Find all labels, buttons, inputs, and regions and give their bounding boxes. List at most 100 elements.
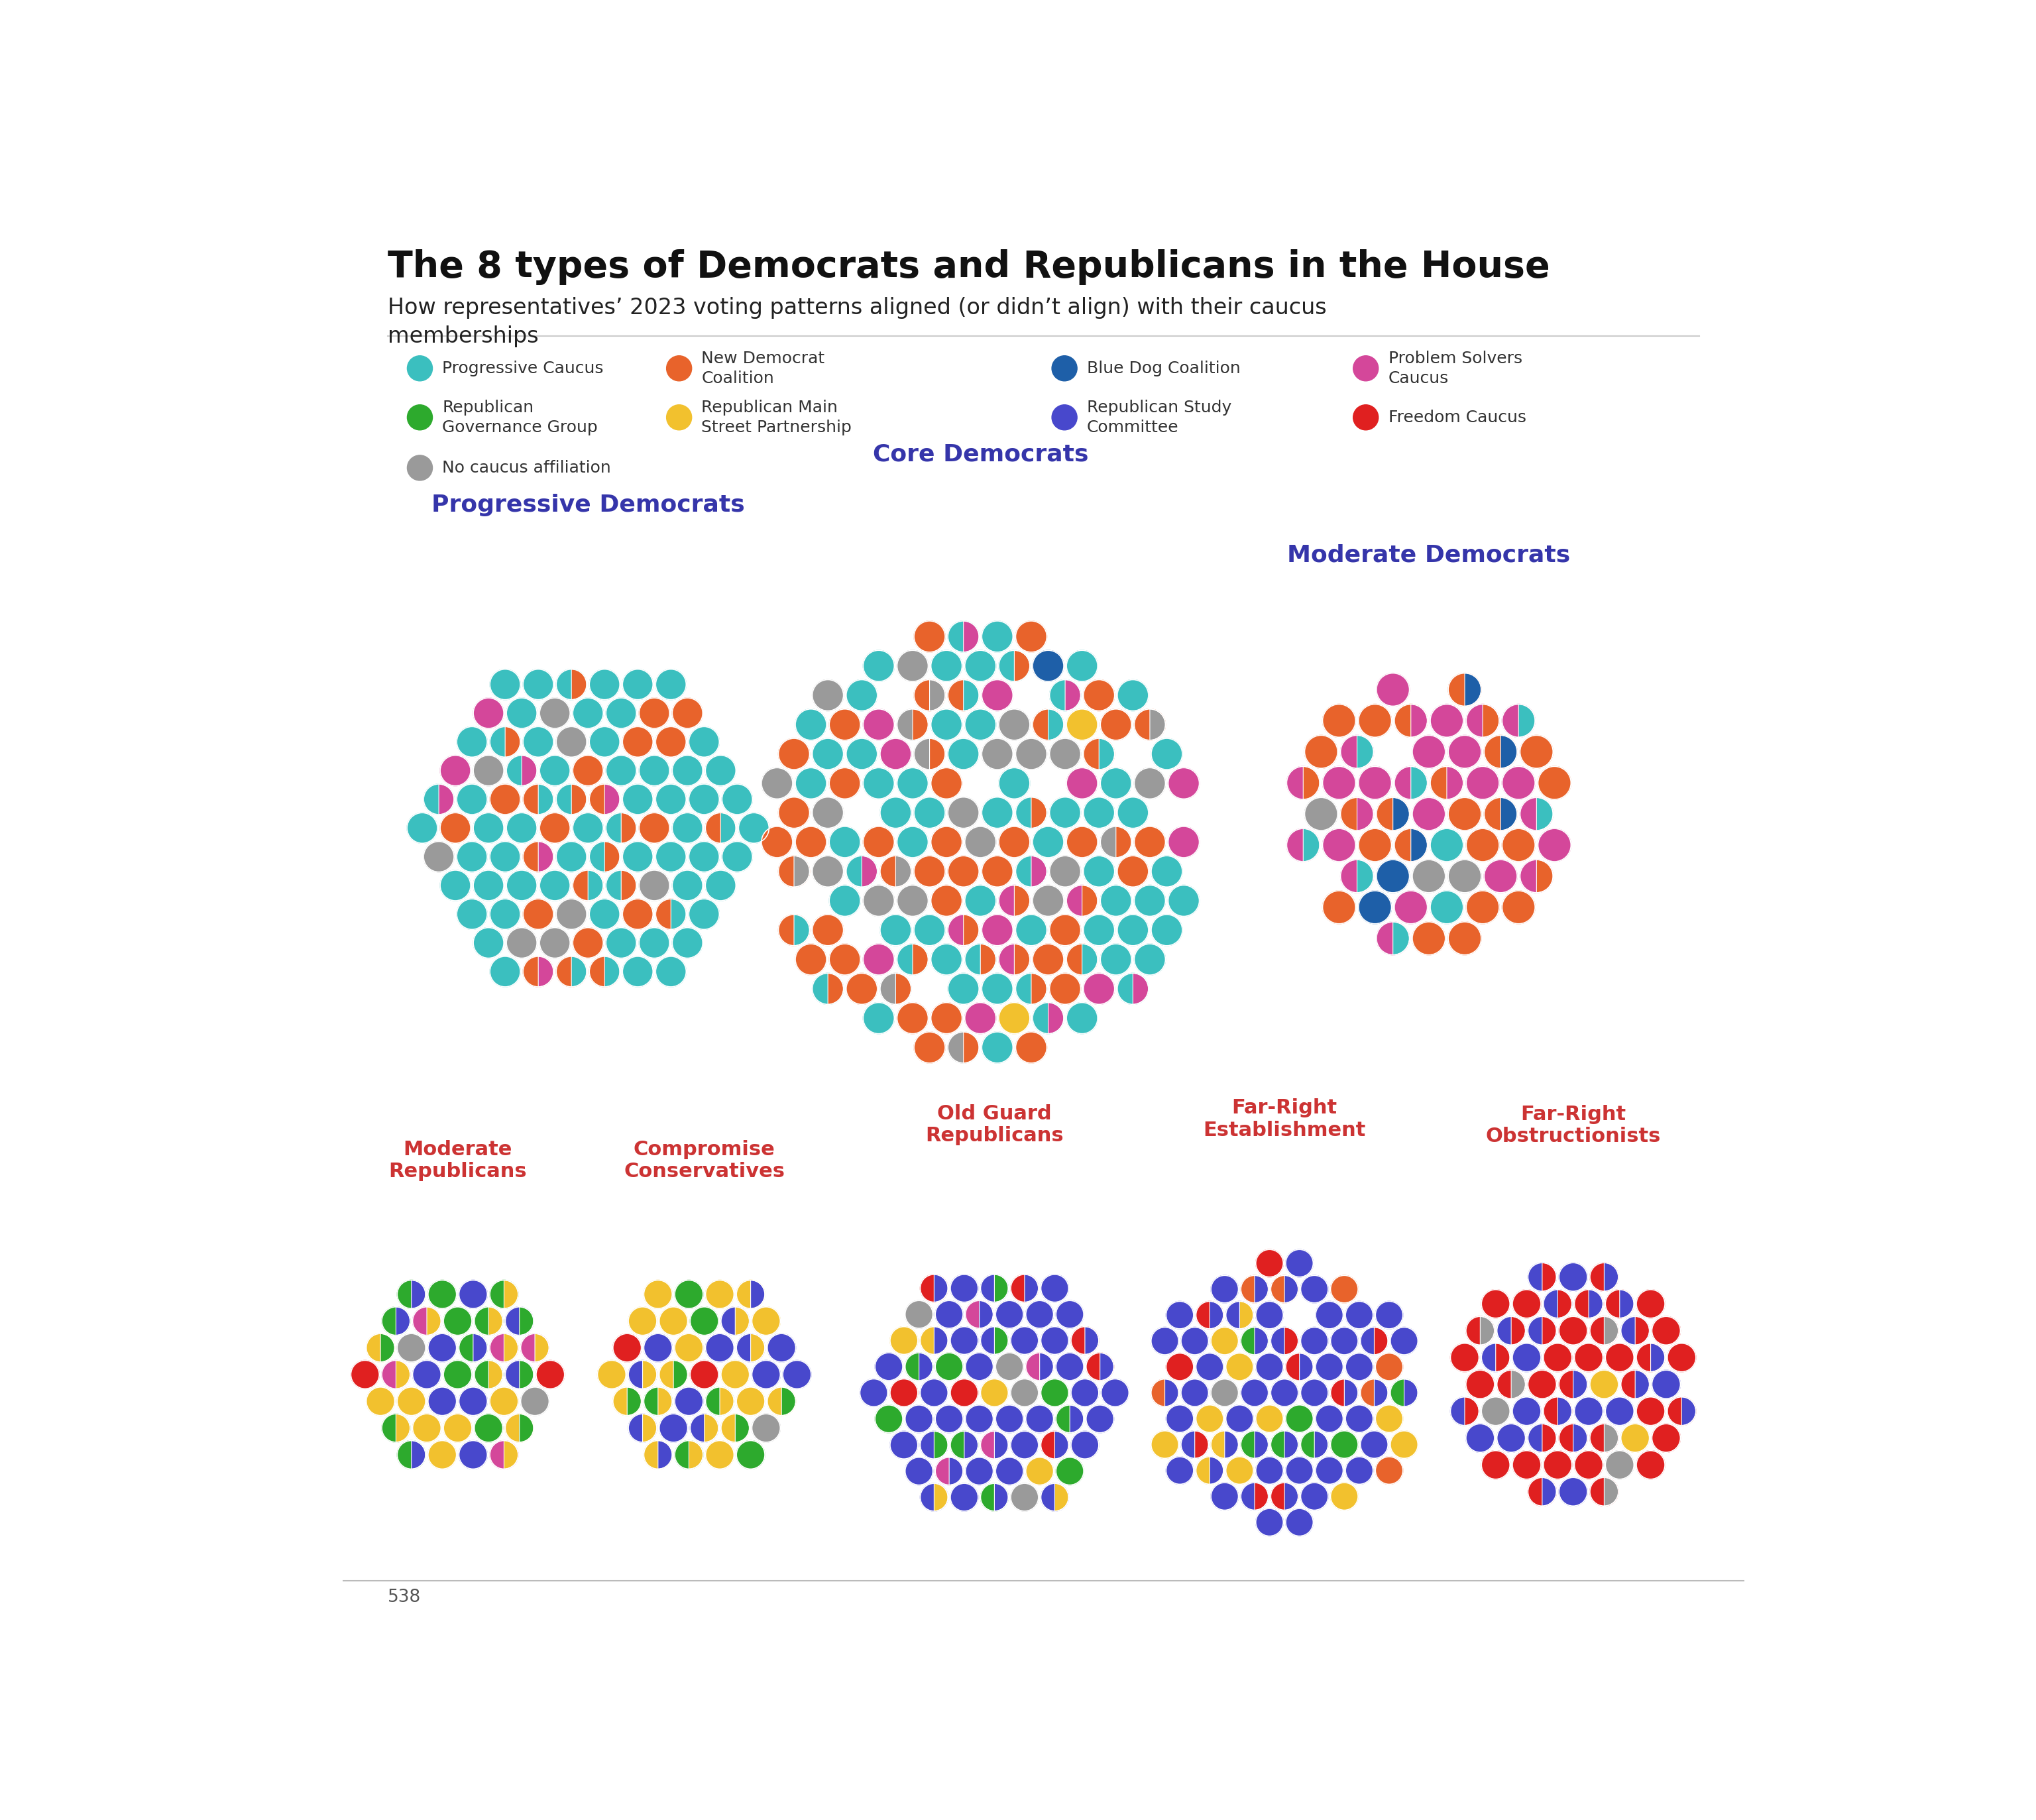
Circle shape	[1150, 855, 1183, 886]
Circle shape	[914, 797, 945, 828]
Text: Far-Right
Establishment: Far-Right Establishment	[1203, 1097, 1366, 1139]
Wedge shape	[1055, 1483, 1069, 1511]
Circle shape	[1301, 1483, 1327, 1511]
Wedge shape	[411, 1441, 426, 1469]
Circle shape	[737, 1279, 766, 1309]
Circle shape	[1621, 1370, 1649, 1398]
Circle shape	[1606, 1398, 1635, 1425]
Circle shape	[1513, 1343, 1541, 1372]
Circle shape	[920, 1327, 949, 1354]
Wedge shape	[935, 1274, 949, 1301]
Circle shape	[951, 1327, 977, 1354]
Circle shape	[906, 1301, 932, 1329]
Text: Compromise
Conservatives: Compromise Conservatives	[623, 1139, 784, 1181]
Circle shape	[1590, 1263, 1619, 1290]
Circle shape	[1323, 766, 1356, 799]
Circle shape	[1482, 1290, 1511, 1318]
Circle shape	[847, 974, 878, 1005]
Circle shape	[863, 768, 894, 799]
Wedge shape	[572, 784, 586, 815]
Circle shape	[1332, 1327, 1358, 1354]
Wedge shape	[535, 1334, 550, 1361]
Circle shape	[906, 1405, 932, 1432]
Text: Progressive Democrats: Progressive Democrats	[432, 493, 745, 517]
Circle shape	[629, 1307, 658, 1336]
Circle shape	[458, 1387, 487, 1416]
Circle shape	[761, 826, 792, 857]
Wedge shape	[721, 1387, 733, 1416]
Circle shape	[847, 679, 878, 712]
Circle shape	[1413, 735, 1446, 768]
Circle shape	[1169, 768, 1199, 799]
Circle shape	[1527, 1478, 1556, 1505]
Circle shape	[1032, 710, 1063, 741]
Wedge shape	[538, 784, 554, 815]
Circle shape	[1256, 1301, 1283, 1329]
Text: Far-Right
Obstructionists: Far-Right Obstructionists	[1486, 1105, 1661, 1147]
Circle shape	[1574, 1343, 1602, 1372]
Circle shape	[540, 697, 570, 728]
Circle shape	[407, 404, 432, 430]
Circle shape	[1667, 1398, 1696, 1425]
Circle shape	[914, 739, 945, 770]
Circle shape	[507, 870, 538, 901]
Wedge shape	[1195, 1431, 1209, 1458]
Circle shape	[1606, 1343, 1635, 1372]
Circle shape	[914, 914, 945, 946]
Circle shape	[812, 855, 843, 886]
Circle shape	[623, 784, 654, 815]
Circle shape	[523, 784, 554, 815]
Circle shape	[623, 899, 654, 930]
Wedge shape	[621, 870, 637, 901]
Circle shape	[660, 1307, 688, 1336]
Circle shape	[507, 755, 538, 786]
Circle shape	[474, 1360, 503, 1389]
Circle shape	[1391, 1380, 1417, 1407]
Circle shape	[981, 1032, 1014, 1063]
Wedge shape	[1682, 1398, 1696, 1425]
Wedge shape	[440, 784, 454, 815]
Wedge shape	[643, 1414, 658, 1441]
Circle shape	[556, 899, 586, 930]
Circle shape	[1376, 1301, 1403, 1329]
Circle shape	[1376, 1352, 1403, 1381]
Circle shape	[1211, 1431, 1238, 1458]
Circle shape	[1340, 735, 1374, 768]
Circle shape	[1169, 885, 1199, 915]
Circle shape	[1527, 1316, 1556, 1345]
Circle shape	[607, 928, 637, 957]
Circle shape	[751, 1307, 780, 1336]
Circle shape	[704, 755, 735, 786]
Circle shape	[1513, 1398, 1541, 1425]
Circle shape	[996, 1301, 1024, 1329]
Circle shape	[1391, 1431, 1417, 1458]
Wedge shape	[1065, 679, 1081, 712]
Circle shape	[1167, 1301, 1193, 1329]
Circle shape	[540, 870, 570, 901]
Circle shape	[1332, 1276, 1358, 1303]
Circle shape	[949, 621, 979, 652]
Circle shape	[1167, 1405, 1193, 1432]
Circle shape	[397, 1387, 426, 1416]
Circle shape	[366, 1387, 395, 1416]
Circle shape	[1016, 797, 1047, 828]
Circle shape	[1574, 1290, 1602, 1318]
Wedge shape	[1511, 1370, 1525, 1398]
Wedge shape	[1085, 1327, 1099, 1354]
Circle shape	[951, 1431, 977, 1460]
Wedge shape	[1511, 1316, 1525, 1345]
Circle shape	[1016, 621, 1047, 652]
Circle shape	[535, 1360, 564, 1389]
Wedge shape	[1621, 1290, 1635, 1318]
Circle shape	[623, 956, 654, 986]
Circle shape	[880, 974, 912, 1005]
Circle shape	[812, 797, 843, 828]
Circle shape	[1067, 945, 1097, 976]
Circle shape	[1071, 1327, 1099, 1354]
Circle shape	[898, 1003, 928, 1034]
Circle shape	[688, 899, 719, 930]
Circle shape	[1067, 885, 1097, 915]
Circle shape	[1226, 1352, 1254, 1381]
Wedge shape	[621, 814, 637, 843]
Circle shape	[1211, 1380, 1238, 1407]
